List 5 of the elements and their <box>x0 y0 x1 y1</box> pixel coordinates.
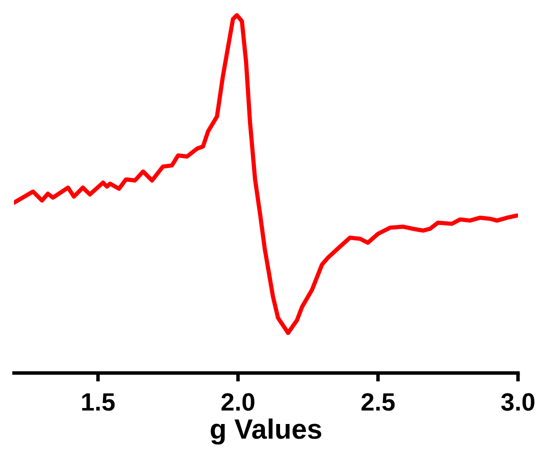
x-tick-label: 3.0 <box>501 393 534 411</box>
x-tick-label: 2.5 <box>361 393 395 411</box>
x-axis-title: g Values <box>210 418 322 445</box>
x-tick-label: 1.5 <box>82 393 115 411</box>
x-tick-label: 2.0 <box>221 393 254 411</box>
